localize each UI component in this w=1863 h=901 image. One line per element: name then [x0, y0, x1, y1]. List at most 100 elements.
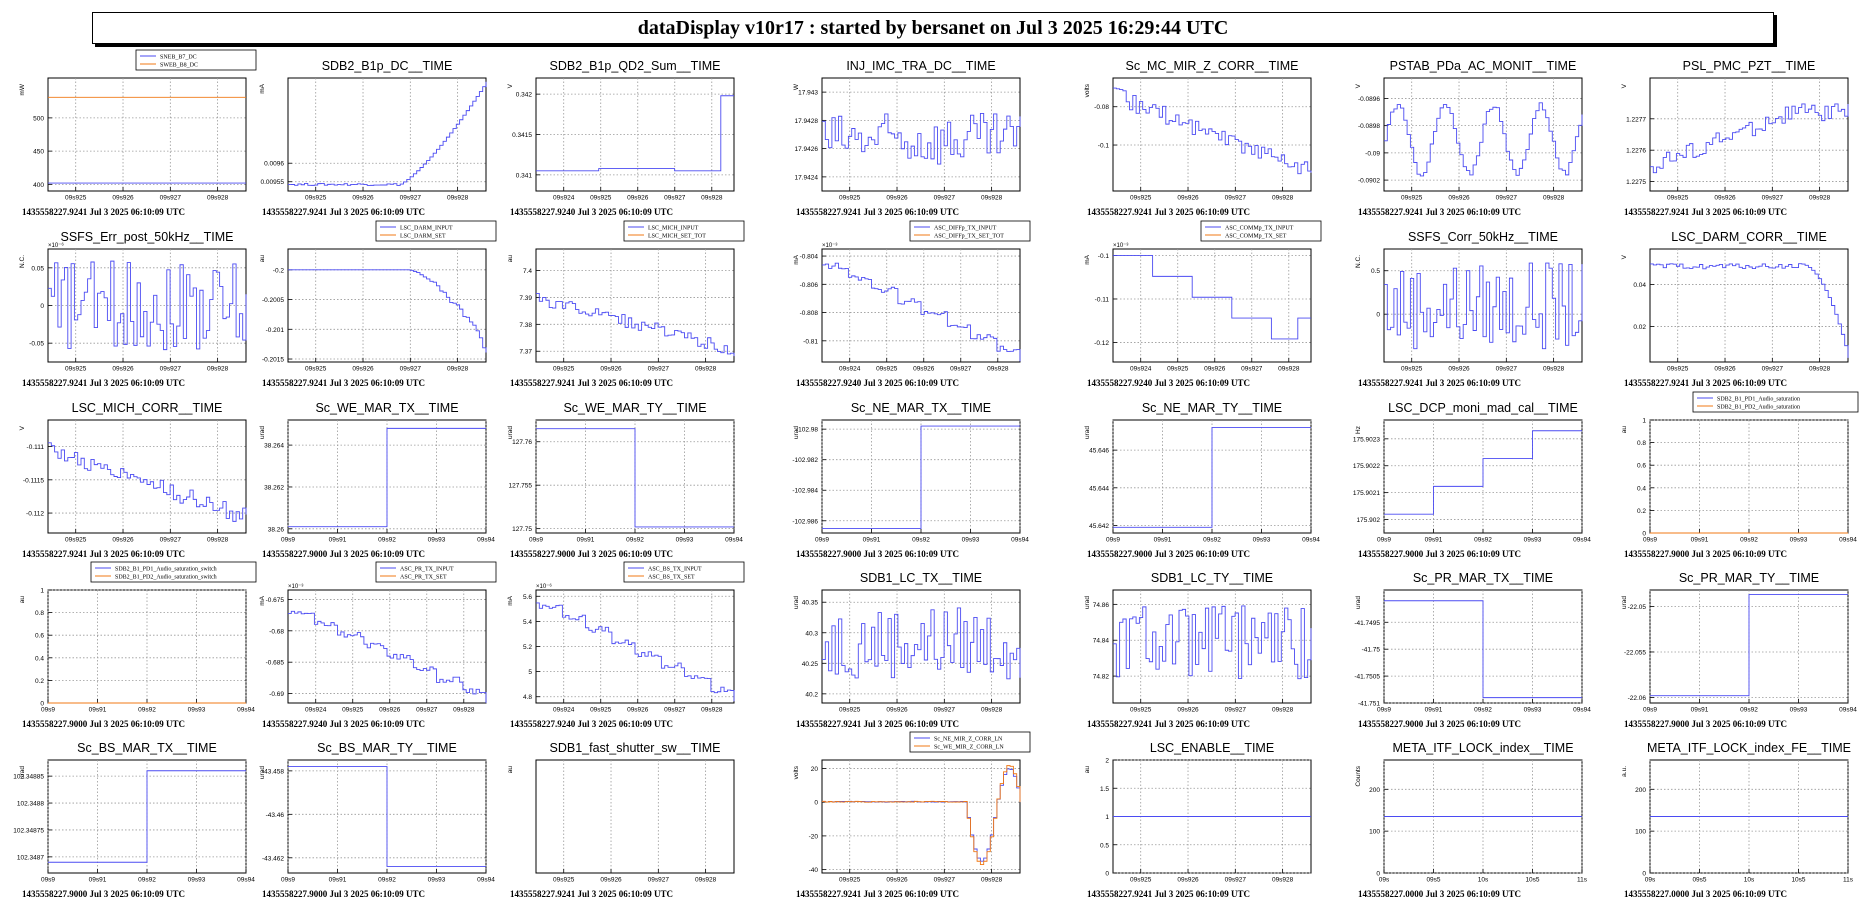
legend-entry: SNEB_B7_DC	[160, 55, 197, 61]
plot-frame	[821, 248, 1021, 363]
x-tick-label: 09s924	[305, 707, 327, 714]
x-tick-label: 09s93	[188, 707, 206, 714]
y-tick-label: 175.9023	[1353, 436, 1380, 443]
legend: ASC_DIFFp_TX_INPUT ASC_DIFFp_TX_SET_TOT	[909, 220, 1031, 242]
y-tick-label: 40.25	[802, 661, 819, 668]
y-axis-label: urad	[259, 766, 266, 779]
chart-body: -0.2 -0.2005 -0.201 -0.2015 09s925 09s926 09s9…	[259, 220, 497, 388]
y-tick-label: 1.5	[1100, 786, 1109, 793]
x-tick-label: 09s925	[342, 707, 364, 714]
y-tick-label: -0.685	[266, 660, 285, 667]
x-tick-label: 09s93	[962, 537, 980, 544]
chart-title: LSC_DCP_moni_mad_cal__TIME	[1388, 401, 1578, 415]
timestamp-footer: 1435558227.0000 Jul 3 2025 06:10:09 UTC	[1358, 889, 1521, 899]
x-tick-label: 09s926	[1448, 195, 1470, 202]
x-tick-label: 09s925	[839, 707, 861, 714]
y-axis-label: au	[19, 596, 26, 604]
y-tick-label: -0.201	[266, 327, 285, 334]
y-axis-label: au	[507, 255, 514, 263]
series-line	[1384, 600, 1582, 699]
legend-box	[623, 561, 745, 583]
legend-entry: SWEB_B8_DC	[160, 63, 198, 69]
y-tick-label: -0.69	[269, 691, 284, 698]
timestamp-footer: 1435558227.9241 Jul 3 2025 06:10:09 UTC	[22, 207, 185, 217]
legend: LSC_MICH_INPUT LSC_MICH_SET_TOT	[623, 220, 745, 242]
x-tick-label: 09s91	[1691, 707, 1709, 714]
y-tick-label: -41.7505	[1354, 674, 1380, 681]
chart-body: Sc_BS_MAR_TY__TIME -43.458 -43.46 -43.462 09…	[259, 741, 495, 899]
y-tick-label: 0.04	[1633, 282, 1646, 289]
x-tick-label: 09s925	[1401, 195, 1423, 202]
x-tick-label: 09s928	[1272, 195, 1294, 202]
y-axis-label: N.C.	[19, 255, 26, 268]
y-axis-label: urad	[1621, 596, 1628, 609]
x-tick-label: 09s924	[839, 366, 861, 373]
x-tick-label: 09s926	[379, 707, 401, 714]
legend-entry: ASC_COMMp_TX_SET	[1225, 234, 1287, 240]
y-tick-label: 175.9022	[1353, 463, 1380, 470]
y-axis-label: V	[507, 83, 514, 88]
x-tick-label: 09s926	[1177, 195, 1199, 202]
y-tick-label: 0.0096	[264, 161, 284, 168]
y-tick-label: -22.055	[1624, 649, 1646, 656]
x-tick-label: 09s927	[160, 537, 182, 544]
y-tick-label: 175.902	[1357, 517, 1381, 524]
y-tick-label: 0.6	[1637, 463, 1646, 470]
x-tick-label: 09s928	[1543, 366, 1565, 373]
plot-frame	[47, 77, 247, 192]
series-line	[1384, 430, 1582, 515]
x-tick-label: 09s928	[987, 366, 1009, 373]
legend-entry: ASC_PR_TX_INPUT	[400, 567, 454, 573]
y-axis-label: V	[1355, 83, 1362, 88]
y-tick-label: -0.1	[1098, 253, 1110, 260]
x-tick-label: 09s926	[627, 707, 649, 714]
legend-box	[375, 220, 497, 242]
chart-title: SDB1_fast_shutter_sw__TIME	[550, 741, 721, 755]
timestamp-footer: 1435558227.9241 Jul 3 2025 06:10:09 UTC	[1358, 207, 1521, 217]
y-tick-label: 40.2	[805, 691, 818, 698]
y-tick-label: 40.35	[802, 600, 819, 607]
series-line	[1384, 102, 1583, 177]
y-tick-label: 7.37	[519, 349, 532, 356]
x-tick-label: 09s926	[627, 195, 649, 202]
x-tick-label: 09s925	[553, 877, 575, 884]
x-tick-label: 09s94	[477, 877, 495, 884]
legend-entry: Sc_NE_MIR_Z_CORR_LN	[934, 737, 1003, 743]
legend-entry: ASC_BS_TX_INPUT	[648, 567, 702, 573]
x-tick-label: 09s927	[416, 707, 438, 714]
legend: ASC_COMMp_TX_INPUT ASC_COMMp_TX_SET	[1200, 220, 1322, 242]
timestamp-footer: 1435558227.9241 Jul 3 2025 06:10:09 UTC	[22, 549, 185, 559]
chart-body: LSC_MICH_CORR__TIME -0.111 -0.1115 -0.112 09…	[19, 401, 247, 559]
x-tick-label: 09s928	[695, 877, 717, 884]
x-tick-label: 09s91	[1425, 537, 1443, 544]
x-tick-label: 09s927	[1496, 195, 1518, 202]
y-axis-label: Counts	[1355, 765, 1362, 786]
y-axis-label: urad	[19, 766, 26, 779]
plot-frame	[1383, 77, 1583, 192]
x-tick-label: 09s925	[839, 877, 861, 884]
y-tick-label: 0	[1376, 312, 1380, 319]
y-tick-label: -0.111	[27, 444, 45, 451]
x-tick-label: 09s92	[1474, 537, 1492, 544]
y-tick-label: 0	[1105, 871, 1109, 878]
series-line	[1650, 594, 1848, 697]
y-tick-label: 0.6	[35, 633, 44, 640]
header-banner: dataDisplay v10r17 : started by bersanet…	[92, 12, 1774, 44]
legend: SDB2_B1_PD1_Audio_saturation SDB2_B1_PD2_…	[1692, 391, 1859, 413]
x-tick-label: 09s925	[305, 366, 327, 373]
chart-title: PSTAB_PDa_AC_MONIT__TIME	[1390, 59, 1577, 73]
x-tick-label: 09s91	[89, 877, 107, 884]
x-tick-label: 09s926	[1448, 366, 1470, 373]
y-axis-label: urad	[259, 426, 266, 439]
chart-title: Sc_MC_MIR_Z_CORR__TIME	[1126, 59, 1299, 73]
x-tick-label: 09s91	[89, 707, 107, 714]
legend-entry: LSC_DARM_INPUT	[400, 226, 453, 232]
chart-body: PSL_PMC_PZT__TIME 1.2277 1.2276 1.2275 09s92…	[1621, 59, 1849, 217]
x-tick-label: 09s925	[553, 366, 575, 373]
chart-body: 5.6 5.4 5.2 5 4.8 09s924 09s925 09s926 09s927 09s…	[507, 561, 745, 729]
